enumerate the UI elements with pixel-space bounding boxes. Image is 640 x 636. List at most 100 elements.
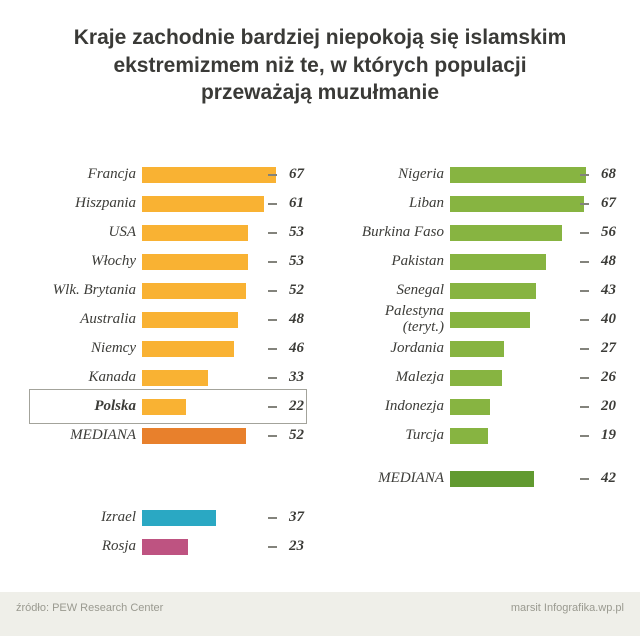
bar-value-group: 67: [268, 166, 304, 183]
bar-label: Hiszpania: [75, 194, 136, 211]
bar: [450, 253, 546, 270]
bar-value-group: 46: [268, 340, 304, 357]
western-countries-chart: Francja 67 Hiszpania 61 USA 53 Włochy 53 Wlk. Br…: [29, 160, 307, 450]
bar: [142, 282, 246, 299]
bar-value-group: 48: [268, 311, 304, 328]
bar-label: Niemcy: [91, 339, 136, 356]
bar-row-senegal: Senegal 43: [340, 276, 616, 305]
value-dash-icon: [580, 318, 589, 321]
bar-value: 33: [289, 369, 304, 385]
bar: [450, 470, 534, 487]
bar: [142, 369, 208, 386]
bar-value-group: 52: [268, 427, 304, 444]
chart-title: Kraje zachodnie bardziej niepokoją się i…: [0, 24, 640, 107]
bar: [142, 166, 276, 183]
value-dash-icon: [268, 545, 277, 548]
bar-value: 48: [289, 311, 304, 327]
value-dash-icon: [268, 405, 277, 408]
bar-value-group: 40: [580, 311, 616, 328]
bar-row-australia: Australia 48: [32, 305, 304, 334]
bar-label: Palestyna (teryt.): [384, 302, 444, 335]
bar: [450, 340, 504, 357]
bar-label: Nigeria: [398, 165, 444, 182]
bar: [450, 166, 586, 183]
bar-label: MEDIANA: [378, 469, 444, 486]
value-dash-icon: [580, 405, 589, 408]
bar-value-group: 37: [268, 509, 304, 526]
bar-value: 53: [289, 253, 304, 269]
bar-value-group: 23: [268, 538, 304, 555]
bar-row-palestyna-teryt: Palestyna (teryt.) 40: [340, 302, 616, 335]
value-dash-icon: [268, 376, 277, 379]
bar-row-francja: Francja 67: [32, 160, 304, 189]
bar-label: Australia: [80, 310, 136, 327]
value-dash-icon: [580, 231, 589, 234]
bar-value: 52: [289, 427, 304, 443]
bar-row-indonezja: Indonezja 20: [340, 392, 616, 421]
bar-value-group: 56: [580, 224, 616, 241]
bar: [142, 224, 248, 241]
bar-value-group: 20: [580, 398, 616, 415]
bar-value: 53: [289, 224, 304, 240]
bar-row-turcja: Turcja 19: [340, 421, 616, 450]
bar-value-group: 53: [268, 224, 304, 241]
value-dash-icon: [268, 202, 277, 205]
value-dash-icon: [580, 477, 589, 480]
bar-row-jordania: Jordania 27: [340, 334, 616, 363]
bar-value: 23: [289, 538, 304, 554]
bar-value-group: 67: [580, 195, 616, 212]
bar-value: 52: [289, 282, 304, 298]
bar: [142, 538, 188, 555]
credit-text: marsit Infografika.wp.pl: [510, 602, 624, 614]
bar-label: Jordania: [390, 339, 444, 356]
bar: [142, 253, 248, 270]
bar-value-group: 19: [580, 427, 616, 444]
muslim-majority-chart: Nigeria 68 Liban 67 Burkina Faso 56 Pakistan 48…: [340, 160, 616, 493]
bar-value: 40: [601, 311, 616, 327]
bar: [450, 195, 584, 212]
value-dash-icon: [268, 173, 277, 176]
bar-value-group: 42: [580, 470, 616, 487]
bar-value: 67: [601, 195, 616, 211]
bar: [450, 224, 562, 241]
value-dash-icon: [268, 260, 277, 263]
bar-label: Wlk. Brytania: [52, 281, 136, 298]
bar-label: Pakistan: [391, 252, 445, 269]
bar-label: Malezja: [395, 368, 444, 385]
value-dash-icon: [580, 260, 589, 263]
value-dash-icon: [580, 376, 589, 379]
title-line: ekstremizmem niż te, w których populacji: [113, 53, 527, 77]
bar-value-group: 26: [580, 369, 616, 386]
bar-value: 27: [601, 340, 616, 356]
bar-label: USA: [108, 223, 137, 240]
bar-value-group: 33: [268, 369, 304, 386]
value-dash-icon: [268, 231, 277, 234]
bar-label: Indonezja: [384, 397, 444, 414]
bar-value-group: 53: [268, 253, 304, 270]
bar-value: 61: [289, 195, 304, 211]
bar-label: Francja: [87, 165, 136, 182]
bar-label: Burkina Faso: [361, 223, 444, 240]
value-dash-icon: [580, 173, 589, 176]
bar: [142, 509, 216, 526]
bar-value-group: 52: [268, 282, 304, 299]
bar-value-group: 61: [268, 195, 304, 212]
bar-row-hiszpania: Hiszpania 61: [32, 189, 304, 218]
bar-row-izrael: Izrael 37: [32, 503, 304, 532]
bar-value-group: 22: [268, 398, 304, 415]
bar: [450, 311, 530, 328]
bar-value: 42: [601, 470, 616, 486]
bar-value: 67: [289, 166, 304, 182]
source-text: źródło: PEW Research Center: [16, 602, 164, 614]
bar: [142, 398, 186, 415]
bar-value: 22: [289, 398, 304, 414]
bar-value: 26: [601, 369, 616, 385]
bar-value: 37: [289, 509, 304, 525]
value-dash-icon: [580, 434, 589, 437]
bar: [142, 427, 246, 444]
title-line: Kraje zachodnie bardziej niepokoją się i…: [73, 26, 567, 49]
other-countries-chart: Izrael 37 Rosja 23: [32, 503, 304, 561]
bar-value: 68: [601, 166, 616, 182]
bar-row-kanada: Kanada 33: [32, 363, 304, 392]
bar-row-mediana: MEDIANA 52: [32, 421, 304, 450]
